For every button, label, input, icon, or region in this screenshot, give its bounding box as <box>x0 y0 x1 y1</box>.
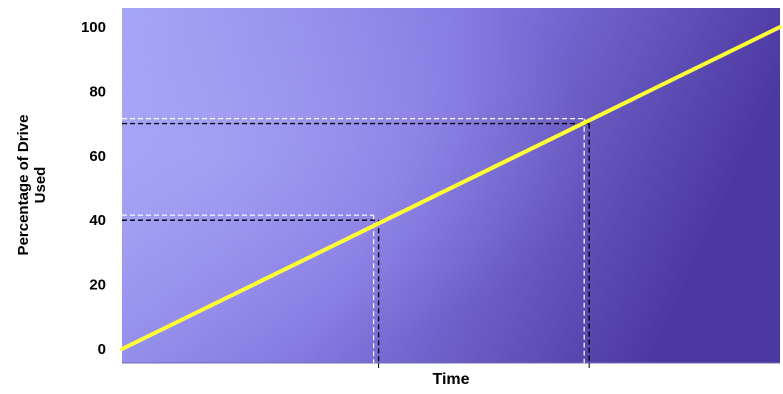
y-tick-label-3: 60 <box>89 148 106 165</box>
series-group <box>120 25 782 351</box>
y-tick-label-5: 100 <box>81 19 106 36</box>
x-tick-marks <box>378 363 590 368</box>
plot-area-glow <box>122 8 780 363</box>
y-axis-label-line-1: Percentage of Drive <box>15 115 32 256</box>
series-line-0 <box>120 25 782 351</box>
y-tick-label-2: 40 <box>89 212 106 229</box>
x-axis-label: Time <box>432 371 469 388</box>
y-tick-label-0: 0 <box>98 341 106 358</box>
y-tick-label-4: 80 <box>89 83 106 100</box>
y-tick-labels: 0 20 40 60 80 100 <box>81 19 106 358</box>
y-axis-label: Percentage of Drive Used <box>15 115 49 256</box>
y-axis-label-line-2: Used <box>32 167 49 204</box>
reference-markers <box>122 117 590 363</box>
y-tick-label-1: 20 <box>89 277 106 294</box>
